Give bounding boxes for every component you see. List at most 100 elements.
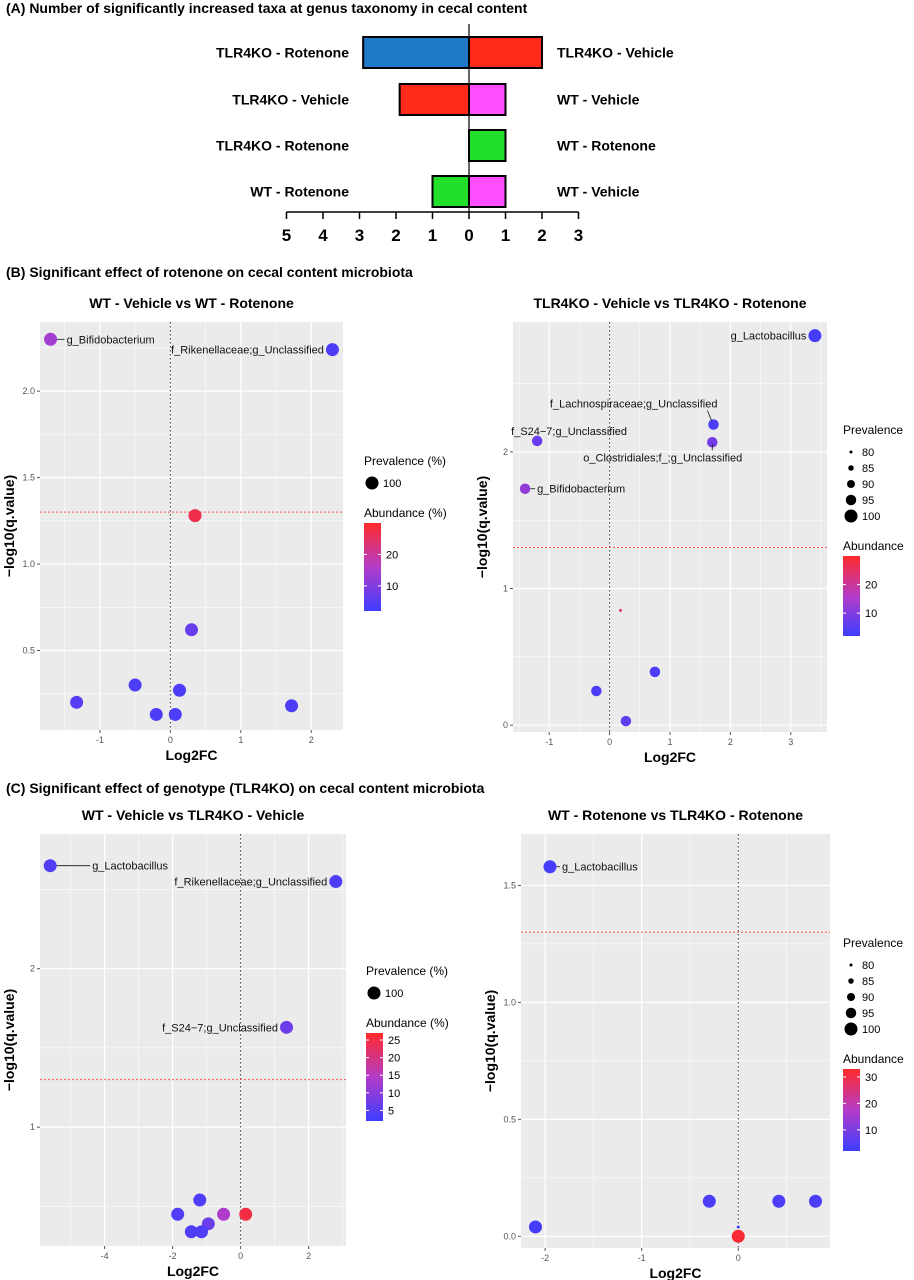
point-label-1: f_Rikenellaceae;g_Unclassified (171, 345, 324, 357)
x-tick-label-2: 0 (238, 1251, 243, 1261)
data-point-4 (519, 483, 531, 494)
x-tick-label-0: -2 (541, 1253, 549, 1263)
prevalence-legend-label-1: 85 (862, 976, 874, 988)
data-point-9 (168, 707, 182, 721)
bar-right-label-2: WT - Rotenone (557, 138, 656, 154)
prevalence-legend-label-4: 100 (862, 511, 880, 523)
data-point-6 (731, 1229, 745, 1243)
data-point-2 (280, 1020, 293, 1034)
y-tick-label-1: 1 (503, 584, 508, 594)
prevalence-legend-label-2: 90 (862, 992, 874, 1004)
volcano-plot-b2: TLR4KO - Vehicle vs TLR4KO - Rotenone -1 0… (474, 295, 904, 765)
data-point-5 (173, 683, 187, 697)
prevalence-legend-dot-0 (365, 476, 379, 490)
bar-right-label-1: WT - Vehicle (557, 92, 640, 108)
prevalence-legend-label-3: 95 (862, 495, 874, 507)
plot-title: TLR4KO - Vehicle vs TLR4KO - Rotenone (533, 295, 806, 311)
point-label-3: o_Clostridiales;f_;g_Unclassified (583, 452, 742, 464)
plot-panel (40, 834, 346, 1246)
x-tick-label-0: -1 (545, 737, 553, 747)
point-label-1: f_Rikenellaceae;g_Unclassified (174, 877, 327, 889)
data-point-5 (618, 608, 622, 612)
x-axis-title: Log2FC (649, 1265, 701, 1280)
data-point-2 (772, 1194, 786, 1208)
point-label-0: g_Lactobacillus (562, 862, 638, 874)
x-axis-title: Log2FC (165, 747, 217, 763)
plot-title: WT - Rotenone vs TLR4KO - Rotenone (548, 807, 803, 823)
prevalence-legend-label-0: 80 (862, 447, 874, 459)
point-label-0: g_Lactobacillus (731, 331, 807, 343)
abundance-legend-title: Abundance (843, 539, 904, 553)
colorbar-tick-label-1: 20 (865, 1098, 877, 1110)
y-tick-label-1: 1.0 (22, 559, 35, 569)
abundance-legend-title: Abundance (%) (366, 1016, 449, 1030)
x-tick-label-3: 2 (391, 226, 400, 245)
prevalence-legend-title: Prevalence (843, 423, 903, 437)
label-leader-1 (707, 410, 712, 421)
plot-title: WT - Vehicle vs WT - Rotenone (89, 295, 294, 311)
data-point-8 (620, 715, 632, 727)
abundance-legend-title: Abundance (843, 1052, 904, 1066)
prevalence-legend-label-3: 95 (862, 1008, 874, 1020)
y-tick-label-1: 0.5 (503, 1114, 516, 1124)
data-point-0 (44, 332, 58, 346)
y-tick-label-0: 0.0 (503, 1231, 516, 1241)
point-label-2: f_S24−7;g_Unclassified (162, 1022, 278, 1034)
bar-right-label-0: TLR4KO - Vehicle (557, 45, 674, 61)
y-tick-label-1: 2 (30, 964, 35, 974)
data-point-4 (528, 1220, 542, 1234)
bar-left-3 (431, 175, 470, 208)
x-tick-label-0: -1 (96, 735, 104, 745)
prevalence-legend-label-0: 100 (385, 988, 403, 1000)
colorbar-tick-label-3: 20 (388, 1053, 400, 1065)
x-tick-label-6: 1 (501, 226, 510, 245)
prevalence-legend-dot-1 (848, 978, 854, 984)
x-tick-label-7: 2 (537, 226, 546, 245)
abundance-colorbar (364, 523, 381, 611)
colorbar-tick-label-2: 15 (388, 1070, 400, 1082)
prevalence-legend-dot-4 (844, 1022, 858, 1036)
prevalence-legend-label-2: 90 (862, 479, 874, 491)
x-tick-label-4: 1 (428, 226, 437, 245)
data-point-1 (325, 343, 339, 357)
data-point-6 (649, 666, 661, 678)
y-axis-title: −log10(q.value) (1, 475, 17, 577)
bar-left-label-1: TLR4KO - Vehicle (232, 92, 349, 108)
data-point-0 (543, 860, 557, 874)
data-point-3 (707, 437, 718, 448)
plot-panel (521, 834, 830, 1248)
data-point-2 (188, 509, 202, 523)
x-tick-label-1: -2 (169, 1251, 177, 1261)
data-point-5 (736, 1225, 740, 1229)
y-tick-label-0: 0 (503, 720, 508, 730)
x-tick-label-3: 2 (309, 735, 314, 745)
bar-right-3 (468, 175, 507, 208)
x-tick-label-8: 3 (574, 226, 583, 245)
x-tick-label-2: 3 (355, 226, 364, 245)
data-point-4 (171, 1207, 185, 1221)
point-label-0: g_Bifidobacterium (67, 334, 155, 346)
prevalence-legend-dot-0 (849, 450, 853, 454)
prevalence-legend-label-0: 100 (383, 478, 401, 490)
point-label-4: g_Bifidobacterium (537, 484, 625, 496)
y-tick-label-2: 2 (503, 447, 508, 457)
prevalence-legend-dot-0 (367, 986, 381, 1000)
x-tick-label-2: 0 (736, 1253, 741, 1263)
x-tick-label-1: 0 (607, 737, 612, 747)
x-tick-label-2: 1 (238, 735, 243, 745)
plot-title: WT - Vehicle vs TLR4KO - Vehicle (82, 807, 305, 823)
x-tick-label-1: 4 (318, 226, 328, 245)
point-label-0: g_Lactobacillus (92, 861, 168, 873)
data-point-3 (185, 623, 198, 637)
bar-left-0 (362, 36, 470, 69)
prevalence-legend-label-1: 85 (862, 463, 874, 475)
volcano-plot-c2: WT - Rotenone vs TLR4KO - Rotenone -2 -1 0 0… (482, 807, 904, 1280)
bar-right-0 (468, 36, 543, 69)
y-tick-label-0: 1 (30, 1122, 35, 1132)
section-title-c: (C) Significant effect of genotype (TLR4… (6, 780, 485, 796)
data-point-2 (531, 435, 543, 447)
prevalence-legend-dot-4 (844, 509, 858, 523)
colorbar-tick-label-0: 10 (865, 1125, 877, 1137)
data-point-1 (702, 1194, 716, 1208)
